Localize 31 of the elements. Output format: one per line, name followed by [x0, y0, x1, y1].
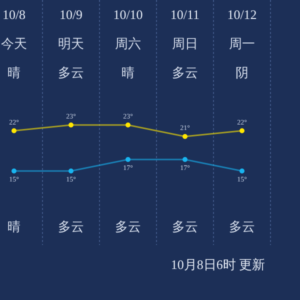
text: 阴: [236, 64, 248, 80]
point: [126, 157, 130, 162]
text: 晴: [8, 218, 20, 234]
text: 多云: [58, 218, 84, 234]
text: 多云: [115, 218, 141, 234]
point: [240, 168, 244, 174]
text: 今天: [1, 36, 27, 51]
text: 周日: [172, 36, 198, 51]
text: 周一: [229, 36, 255, 51]
x-tick-label: 10/8: [2, 6, 26, 22]
text: 多云: [172, 218, 198, 234]
x-tick-label: 10/11: [170, 6, 200, 22]
x-tick-label: 10/10: [113, 6, 143, 22]
point: [68, 122, 74, 128]
text: 多云: [229, 218, 255, 234]
text: 明天: [58, 36, 84, 51]
point: [12, 128, 16, 134]
point: [68, 168, 74, 174]
point: [126, 122, 130, 128]
text: 晴: [122, 64, 134, 80]
point: [182, 157, 188, 162]
point: [182, 134, 188, 139]
point: [12, 168, 16, 174]
text: 周六: [115, 36, 141, 51]
x-tick-label: 10/9: [59, 6, 83, 22]
text: 晴: [8, 64, 20, 80]
point: [240, 128, 244, 134]
text: 10月8日6时 更新: [170, 256, 266, 272]
text: 多云: [58, 64, 84, 80]
x-tick-label: 10/12: [227, 6, 257, 22]
text: 多云: [172, 64, 198, 80]
